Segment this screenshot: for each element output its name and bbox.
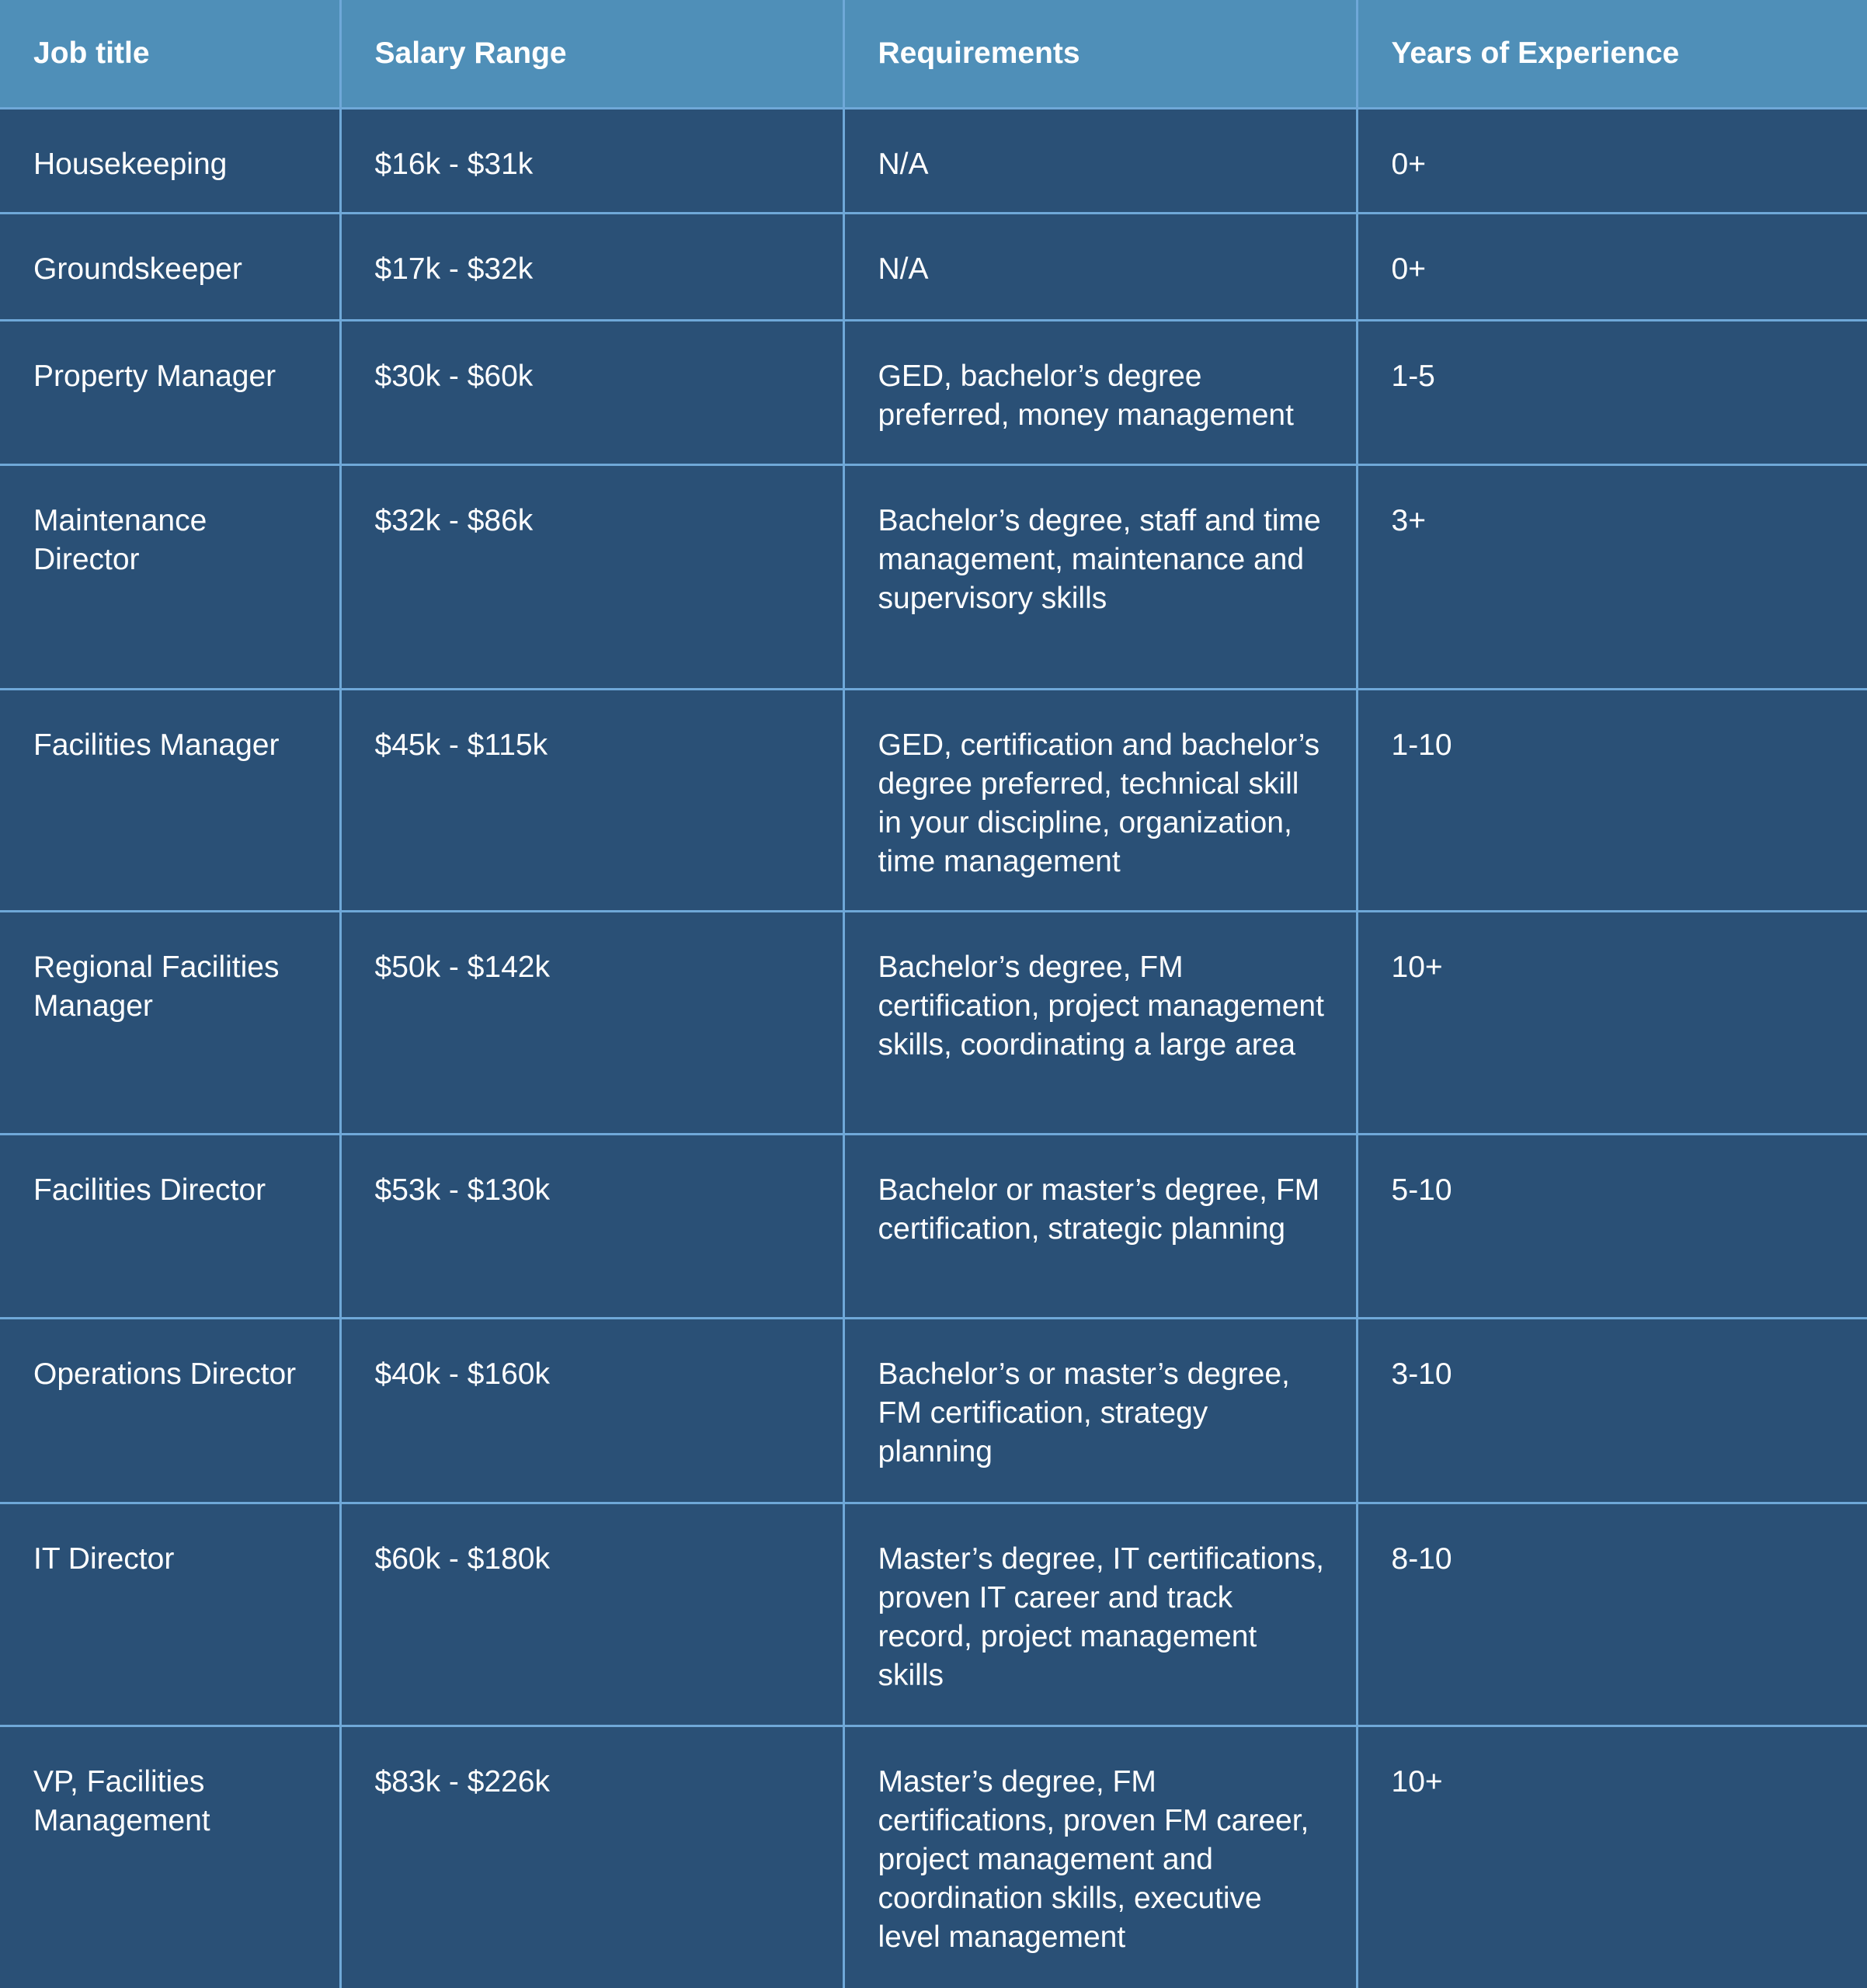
- table-row: Maintenance Director $32k - $86k Bachelor’…: [0, 463, 1867, 690]
- table-row: Property Manager $30k - $60k GED, bachelor…: [0, 318, 1867, 466]
- cell-salary-range: $50k - $142k: [339, 909, 845, 1135]
- cell-salary-range: $40k - $160k: [339, 1316, 845, 1504]
- cell-job-title: Maintenance Director: [0, 463, 342, 690]
- cell-job-title: Facilities Director: [0, 1132, 342, 1319]
- cell-years-experience: 1-10: [1355, 687, 1867, 912]
- cell-years-experience: 3-10: [1355, 1316, 1867, 1504]
- cell-requirements: GED, bachelor’s degree preferred, money …: [842, 318, 1358, 466]
- cell-job-title: Groundskeeper: [0, 211, 342, 321]
- table-row: Facilities Director $53k - $130k Bachelor …: [0, 1132, 1867, 1319]
- header-years-experience: Years of Experience: [1355, 0, 1867, 109]
- table-row: Facilities Manager $45k - $115k GED, certi…: [0, 687, 1867, 912]
- cell-salary-range: $16k - $31k: [339, 106, 845, 214]
- cell-requirements: GED, certification and bachelor’s degree…: [842, 687, 1358, 912]
- table-row: Operations Director $40k - $160k Bachelor’…: [0, 1316, 1867, 1504]
- cell-salary-range: $83k - $226k: [339, 1724, 845, 1988]
- cell-years-experience: 8-10: [1355, 1501, 1867, 1727]
- cell-requirements: N/A: [842, 211, 1358, 321]
- cell-years-experience: 10+: [1355, 1724, 1867, 1988]
- table-row: IT Director $60k - $180k Master’s degree, …: [0, 1501, 1867, 1727]
- cell-requirements: Bachelor’s degree, staff and time manage…: [842, 463, 1358, 690]
- cell-years-experience: 5-10: [1355, 1132, 1867, 1319]
- table-row: VP, Facilities Management $83k - $226k Mas…: [0, 1724, 1867, 1988]
- cell-years-experience: 0+: [1355, 211, 1867, 321]
- cell-requirements: Master’s degree, FM certifications, prov…: [842, 1724, 1358, 1988]
- cell-job-title: IT Director: [0, 1501, 342, 1727]
- cell-years-experience: 1-5: [1355, 318, 1867, 466]
- header-job-title: Job title: [0, 0, 342, 109]
- header-row: Job title Salary Range Requirements Year…: [0, 0, 1867, 109]
- cell-years-experience: 10+: [1355, 909, 1867, 1135]
- cell-job-title: Housekeeping: [0, 106, 342, 214]
- header-salary-range: Salary Range: [339, 0, 845, 109]
- cell-requirements: Master’s degree, IT certifications, prov…: [842, 1501, 1358, 1727]
- cell-requirements: Bachelor’s or master’s degree, FM certif…: [842, 1316, 1358, 1504]
- cell-years-experience: 3+: [1355, 463, 1867, 690]
- cell-job-title: Property Manager: [0, 318, 342, 466]
- cell-salary-range: $60k - $180k: [339, 1501, 845, 1727]
- cell-salary-range: $45k - $115k: [339, 687, 845, 912]
- cell-job-title: Facilities Manager: [0, 687, 342, 912]
- cell-requirements: Bachelor or master’s degree, FM certific…: [842, 1132, 1358, 1319]
- table-row: Regional Facilities Manager $50k - $142k B…: [0, 909, 1867, 1135]
- cell-salary-range: $30k - $60k: [339, 318, 845, 466]
- cell-requirements: N/A: [842, 106, 1358, 214]
- table-row: Housekeeping $16k - $31k N/A 0+: [0, 106, 1867, 214]
- table-row: Groundskeeper $17k - $32k N/A 0+: [0, 211, 1867, 321]
- cell-job-title: Regional Facilities Manager: [0, 909, 342, 1135]
- cell-years-experience: 0+: [1355, 106, 1867, 214]
- cell-job-title: VP, Facilities Management: [0, 1724, 342, 1988]
- cell-salary-range: $32k - $86k: [339, 463, 845, 690]
- cell-job-title: Operations Director: [0, 1316, 342, 1504]
- header-requirements: Requirements: [842, 0, 1358, 109]
- cell-salary-range: $53k - $130k: [339, 1132, 845, 1319]
- cell-salary-range: $17k - $32k: [339, 211, 845, 321]
- cell-requirements: Bachelor’s degree, FM certification, pro…: [842, 909, 1358, 1135]
